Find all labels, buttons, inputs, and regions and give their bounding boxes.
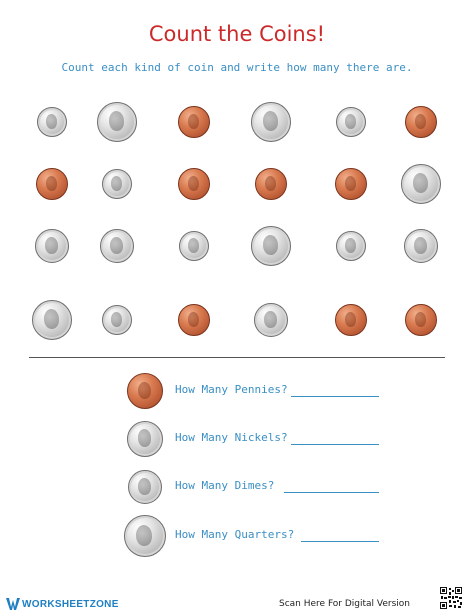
- scan-for-digital-text: Scan Here For Digital Version: [279, 599, 411, 609]
- dime-coin: [336, 231, 366, 261]
- question-label-dime: How Many Dimes?: [175, 479, 275, 492]
- dime-coin: [102, 305, 132, 335]
- question-label-penny: How Many Pennies?: [175, 383, 288, 396]
- quarter-coin: [97, 102, 137, 142]
- answer-line-quarter[interactable]: [301, 541, 379, 542]
- dime-coin: [102, 169, 132, 199]
- penny-coin: [405, 304, 437, 336]
- nickel-coin: [127, 421, 163, 457]
- penny-coin: [178, 106, 210, 138]
- quarter-coin: [32, 300, 72, 340]
- section-divider: [29, 357, 445, 358]
- question-label-quarter: How Many Quarters?: [175, 528, 295, 541]
- nickel-coin: [100, 229, 134, 263]
- worksheetzone-logo: WORKSHEETZONE: [6, 597, 119, 611]
- logo-text: WORKSHEETZONE: [22, 598, 119, 610]
- penny-coin: [36, 168, 68, 200]
- penny-coin: [178, 168, 210, 200]
- answer-line-penny[interactable]: [291, 396, 379, 397]
- dime-coin: [336, 107, 366, 137]
- dime-coin: [37, 107, 67, 137]
- quarter-coin: [251, 226, 291, 266]
- question-label-nickel: How Many Nickels?: [175, 431, 288, 444]
- penny-coin: [178, 304, 210, 336]
- quarter-coin: [251, 102, 291, 142]
- qr-code-icon[interactable]: [439, 586, 463, 610]
- quarter-coin: [124, 515, 166, 557]
- penny-coin: [335, 168, 367, 200]
- penny-coin: [127, 373, 163, 409]
- nickel-coin: [404, 229, 438, 263]
- quarter-coin: [401, 164, 441, 204]
- answer-line-nickel[interactable]: [291, 444, 379, 445]
- nickel-coin: [254, 303, 288, 337]
- dime-coin: [128, 470, 162, 504]
- dime-coin: [179, 231, 209, 261]
- worksheet-title: Count the Coins!: [148, 22, 326, 46]
- penny-coin: [405, 106, 437, 138]
- worksheetzone-logo-icon: [6, 598, 20, 610]
- penny-coin: [335, 304, 367, 336]
- penny-coin: [255, 168, 287, 200]
- answer-line-dime[interactable]: [284, 492, 379, 493]
- nickel-coin: [35, 229, 69, 263]
- worksheet-instructions: Count each kind of coin and write how ma…: [61, 61, 413, 74]
